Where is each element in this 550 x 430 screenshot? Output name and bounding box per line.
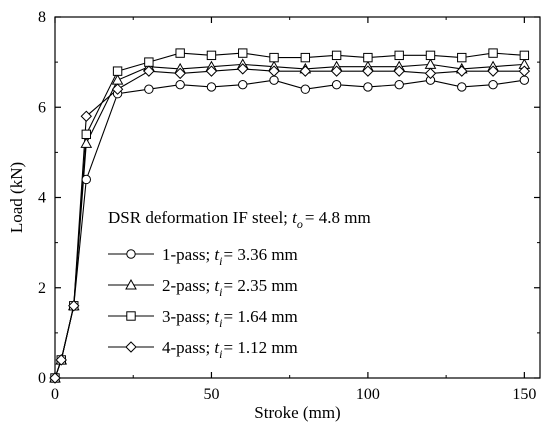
series-layer: [49, 48, 531, 384]
series-4-point: [330, 65, 343, 77]
series-4-point: [362, 65, 374, 77]
series-4-point: [518, 65, 531, 77]
series-2-point: [424, 58, 437, 69]
series-1-point: [269, 75, 279, 85]
series-1-point: [300, 84, 311, 94]
series-3-point: [457, 52, 467, 63]
legend-label-2: 2-pass; ti= 2.35 mm: [162, 276, 298, 299]
series-1-point: [457, 82, 467, 92]
series-4-point: [299, 65, 312, 77]
series-4-point: [80, 110, 92, 122]
y-tick-label: 0: [38, 370, 46, 387]
series-line-3: [54, 52, 525, 379]
series-1-point: [175, 79, 185, 90]
legend-layer: DSR deformation IF steel; to = 4.8 mm 1-pa…: [108, 208, 371, 361]
legend-label-3: 3-pass; ti= 1.64 mm: [162, 307, 298, 330]
series-line-1: [54, 79, 525, 379]
series-4-point: [268, 65, 280, 77]
series-3-point: [206, 50, 217, 61]
series-3-point: [488, 48, 498, 58]
series-3-point: [300, 52, 311, 63]
x-axis-title: Stroke (mm): [254, 403, 340, 422]
series-1-point: [206, 82, 217, 92]
series-4-point: [424, 67, 437, 80]
y-tick-label: 4: [38, 190, 46, 207]
series-2-point: [111, 74, 124, 85]
series-4-point: [237, 63, 249, 75]
series-3-point: [519, 50, 530, 61]
series-1-point: [488, 79, 498, 90]
series-3-point: [175, 48, 185, 58]
series-4-point: [111, 83, 124, 95]
series-4-point: [487, 65, 499, 77]
series-3-point: [363, 52, 373, 63]
x-tick-label: 150: [512, 386, 536, 403]
y-tick-label: 2: [38, 280, 46, 297]
series-1-point: [394, 79, 404, 90]
x-tick-label: 100: [356, 386, 380, 403]
series-2-point: [80, 137, 93, 148]
series-3-point: [269, 52, 279, 63]
legend-label-1: 1-pass; ti= 3.36 mm: [162, 245, 298, 268]
series-1-point: [144, 84, 154, 94]
legend-marker-4: [125, 341, 137, 353]
series-3-point: [331, 50, 342, 61]
series-4-point: [205, 65, 218, 77]
series-3-point: [238, 48, 248, 58]
y-tick-label: 6: [38, 99, 46, 116]
series-4-point: [49, 372, 61, 384]
series-1-point: [331, 79, 342, 90]
series-4-point: [456, 65, 468, 77]
legend-label-4: 4-pass; ti= 1.12 mm: [162, 338, 298, 361]
legend-marker-2: [125, 278, 137, 290]
y-tick-label: 8: [38, 9, 46, 26]
series-4-point: [68, 300, 80, 312]
series-1-point: [519, 75, 530, 85]
x-tick-label: 50: [203, 386, 219, 403]
series-3-point: [144, 57, 154, 67]
legend-marker-1: [126, 249, 136, 259]
series-4-point: [174, 67, 186, 80]
series-4-point: [55, 354, 67, 366]
series-4-point: [393, 65, 405, 77]
series-3-point: [394, 50, 404, 61]
series-1-point: [81, 174, 91, 185]
series-3-point: [112, 66, 123, 76]
legend-marker-3: [126, 311, 136, 321]
y-axis-title: Load (kN): [7, 162, 26, 233]
series-4-point: [143, 65, 155, 77]
series-3-point: [81, 129, 91, 140]
series-1-point: [238, 79, 248, 90]
series-1-point: [363, 82, 373, 92]
axes-layer: 0 50 100 150 0 2 4 6 8 Stroke (mm) Load (kN): [7, 9, 541, 422]
x-tick-label: 0: [51, 386, 59, 403]
legend-title: DSR deformation IF steel; to = 4.8 mm: [108, 208, 371, 231]
series-3-point: [425, 50, 436, 61]
